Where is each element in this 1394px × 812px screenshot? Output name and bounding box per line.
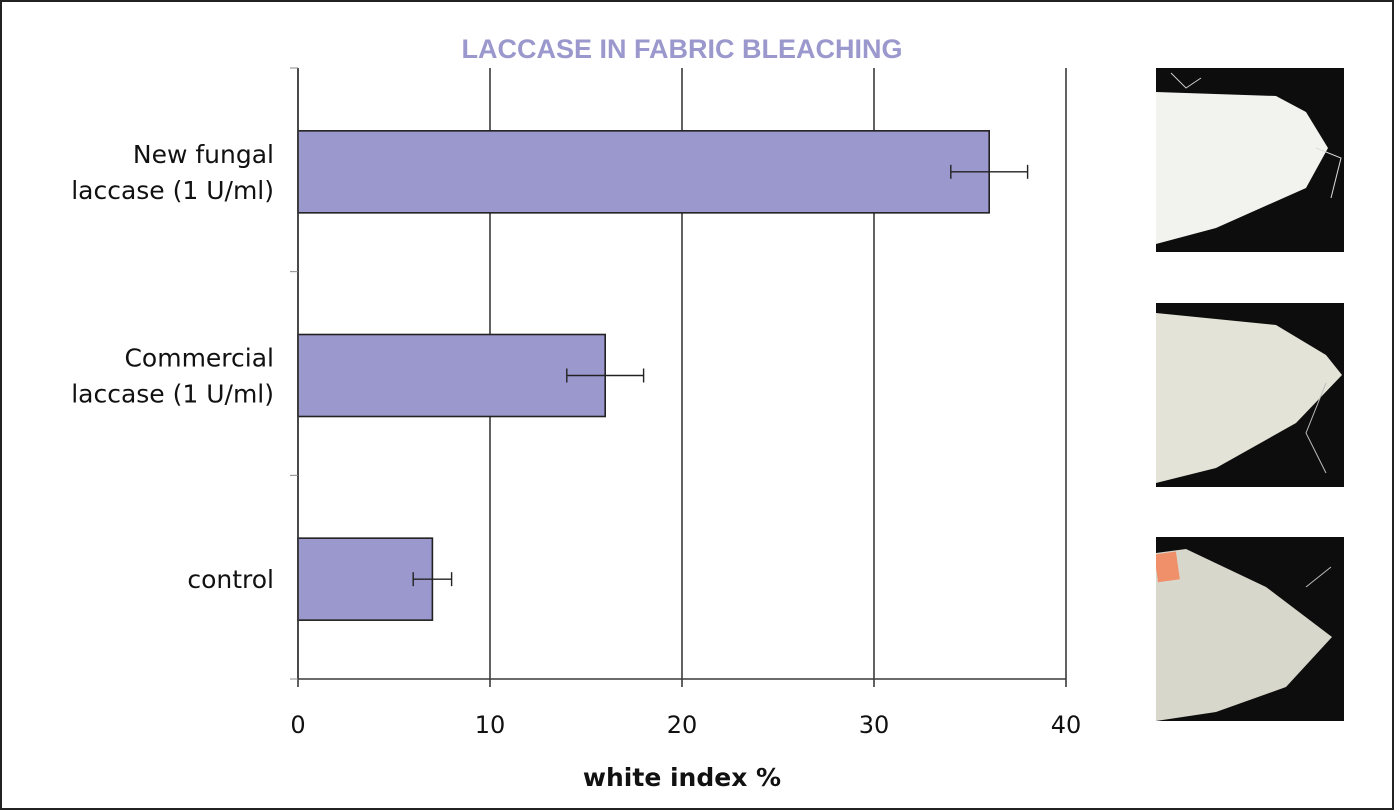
x-axis-label: white index % — [583, 763, 781, 792]
bar — [297, 333, 607, 418]
x-tick-label: 30 — [859, 711, 890, 739]
x-tick-label: 10 — [475, 711, 506, 739]
bar — [297, 130, 991, 214]
category-label: laccase (1 U/ml) — [71, 380, 274, 409]
x-tick-label: 0 — [290, 711, 305, 739]
x-tick-label: 40 — [1051, 711, 1082, 739]
category-label: laccase (1 U/ml) — [71, 176, 274, 205]
fabric-photo-control — [1156, 537, 1344, 721]
bar — [297, 537, 434, 621]
chart-title: LACCASE IN FABRIC BLEACHING — [461, 34, 902, 64]
category-label: control — [187, 565, 274, 594]
category-label: New fungal — [133, 140, 274, 169]
fabric-photo-new-fungal — [1156, 68, 1344, 252]
x-tick-label: 20 — [667, 711, 698, 739]
fabric-photo-commercial — [1156, 303, 1344, 487]
category-label: Commercial — [124, 344, 274, 373]
